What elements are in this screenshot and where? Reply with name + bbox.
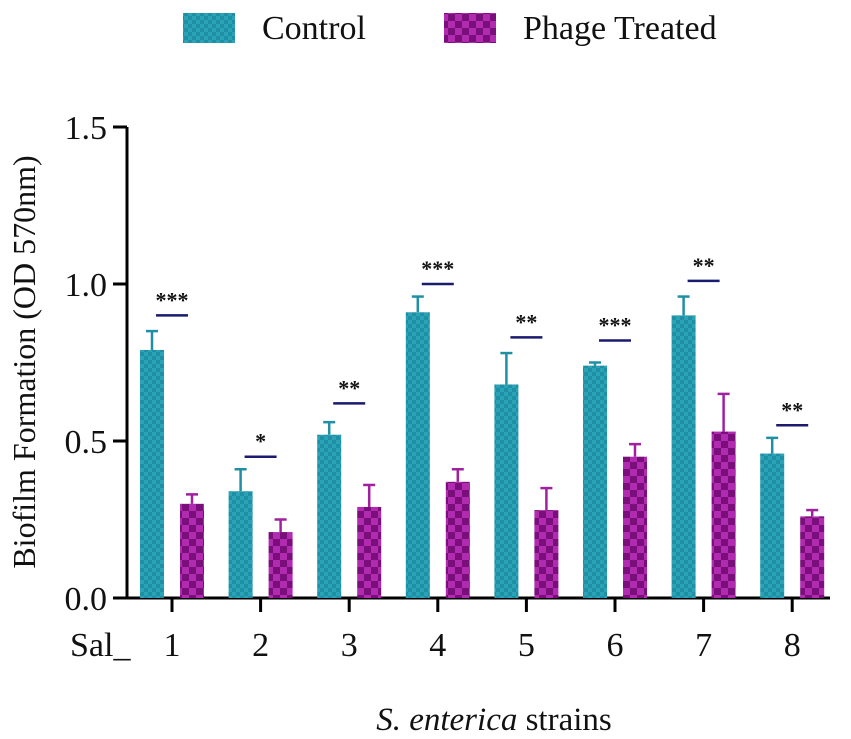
- y-tick-label: 1.5: [65, 110, 108, 147]
- significance-label: **: [338, 375, 360, 400]
- x-axis-title: S. enterica strains: [376, 702, 612, 738]
- bar-phage-treated: [800, 516, 825, 598]
- bar-phage-treated: [268, 532, 293, 598]
- legend: Control Phage Treated: [183, 10, 717, 47]
- x-tick-label: 7: [695, 627, 712, 664]
- x-tick-label: 4: [429, 627, 446, 664]
- bars: *********** *******: [140, 253, 825, 598]
- category-prefix: Sal_: [70, 627, 131, 664]
- bar-phage-treated: [623, 456, 647, 598]
- y-tick-label: 0.0: [65, 581, 108, 618]
- legend-label-phage-treated: Phage Treated: [523, 10, 717, 47]
- bar-control: [228, 491, 253, 598]
- y-ticks: 0.0 0.5 1.0 1.5: [65, 110, 127, 618]
- bar-control: [317, 434, 342, 598]
- legend-label-control: Control: [262, 10, 366, 47]
- x-tick-label: 1: [164, 627, 181, 664]
- bar-phage-treated: [445, 481, 470, 598]
- significance-label: *: [255, 429, 266, 454]
- bar-control: [671, 315, 696, 598]
- x-tick-label: 6: [607, 627, 624, 664]
- x-tick-label: 5: [518, 627, 535, 664]
- x-tick-label: 3: [341, 627, 358, 664]
- x-axis-title-rest: strains: [517, 702, 611, 738]
- significance-label: ***: [421, 256, 454, 281]
- bar-phage-treated: [711, 431, 736, 598]
- significance-label: **: [515, 309, 537, 334]
- bar-control: [583, 365, 607, 598]
- bar-phage-treated: [357, 506, 382, 598]
- bar-control: [494, 384, 519, 598]
- x-ticks: 1 2 3 4 5 6 7 8: [164, 598, 801, 664]
- x-axis-title-italic: S. enterica: [376, 702, 517, 738]
- bar-control: [760, 453, 785, 598]
- bar-control: [405, 312, 430, 598]
- y-tick-label: 0.5: [65, 424, 108, 461]
- bar-phage-treated: [180, 503, 204, 598]
- x-tick-label: 2: [252, 627, 269, 664]
- legend-swatch-control: [183, 13, 235, 43]
- significance-label: ***: [599, 313, 632, 338]
- y-axis-title: Biofilm Formation (OD 570nm): [6, 155, 42, 568]
- legend-swatch-phage-treated: [444, 13, 496, 43]
- significance-label: **: [693, 253, 715, 278]
- x-tick-label: 8: [784, 627, 801, 664]
- significance-label: ***: [156, 287, 189, 312]
- significance-label: **: [781, 397, 803, 422]
- y-tick-label: 1.0: [65, 267, 108, 304]
- bar-control: [140, 349, 164, 598]
- bar-phage-treated: [534, 510, 559, 598]
